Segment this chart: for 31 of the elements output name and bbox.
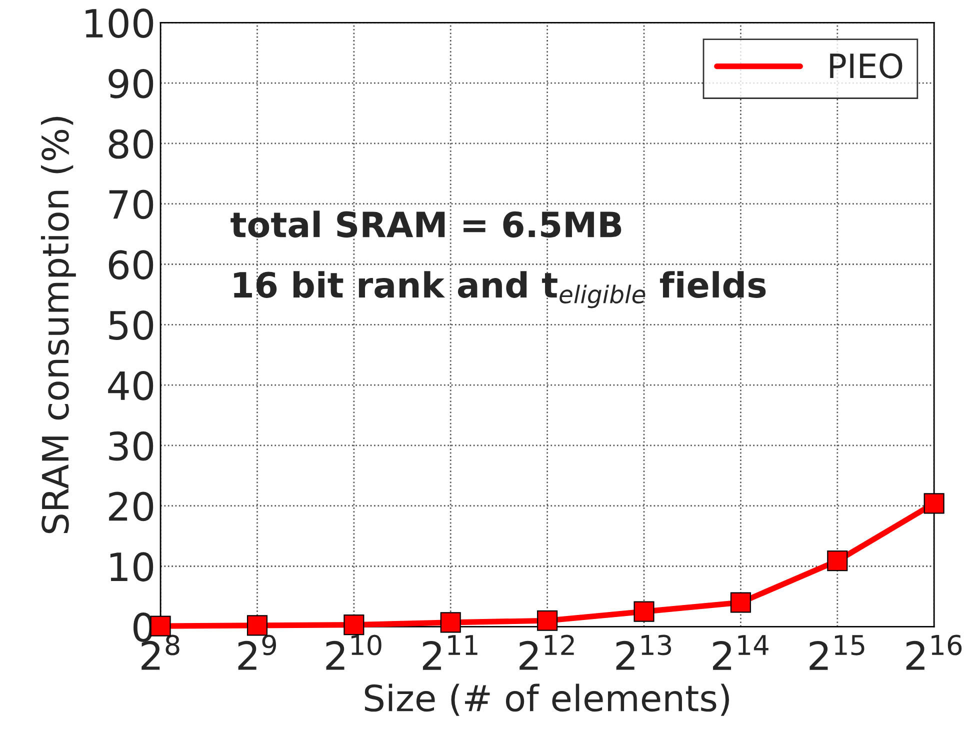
x-tick-label: 2$^{11}$ (422, 635, 478, 670)
x-tick-label: 2$^{10}$ (326, 634, 382, 670)
point (344, 614, 364, 636)
y-tick-label: 50 (109, 310, 154, 340)
x-tick-label: 2$^{15}$ (810, 635, 864, 670)
annotation: 16 bit rank and t$_{eligible}$ fields (234, 271, 766, 308)
y-tick-label: 70 (109, 190, 154, 220)
y-tick-label: 30 (109, 431, 154, 461)
point (730, 592, 751, 613)
y-tick-label: 20 (109, 492, 154, 522)
x-tick-label: 2$^{14}$ (713, 635, 768, 670)
y-tick-label: 80 (108, 129, 154, 159)
point (537, 610, 558, 631)
y-tick-label: 40 (108, 370, 154, 400)
y-tick-label: 90 (108, 68, 154, 98)
x-axis-title: Size (# of elements) (364, 684, 729, 716)
y-axis-title: SRAM consumption (%) (40, 116, 76, 534)
x-tick-label: 2$^{9}$ (238, 634, 276, 670)
x-tick-label: 2$^{16}$ (906, 634, 962, 670)
legend-label: PIEO (830, 53, 902, 78)
point (827, 550, 848, 572)
x-tick-label: 2$^{12}$ (520, 634, 574, 670)
y-tick-label: 10 (110, 552, 154, 582)
x-tick-label: 2$^{13}$ (616, 634, 672, 670)
point (924, 493, 944, 514)
y-tick-label: 100 (86, 8, 154, 38)
y-tick-label: 60 (108, 250, 154, 280)
point (440, 612, 461, 633)
point (246, 615, 268, 636)
point (634, 601, 654, 622)
annotation: total SRAM = 6.5MB (230, 210, 622, 238)
